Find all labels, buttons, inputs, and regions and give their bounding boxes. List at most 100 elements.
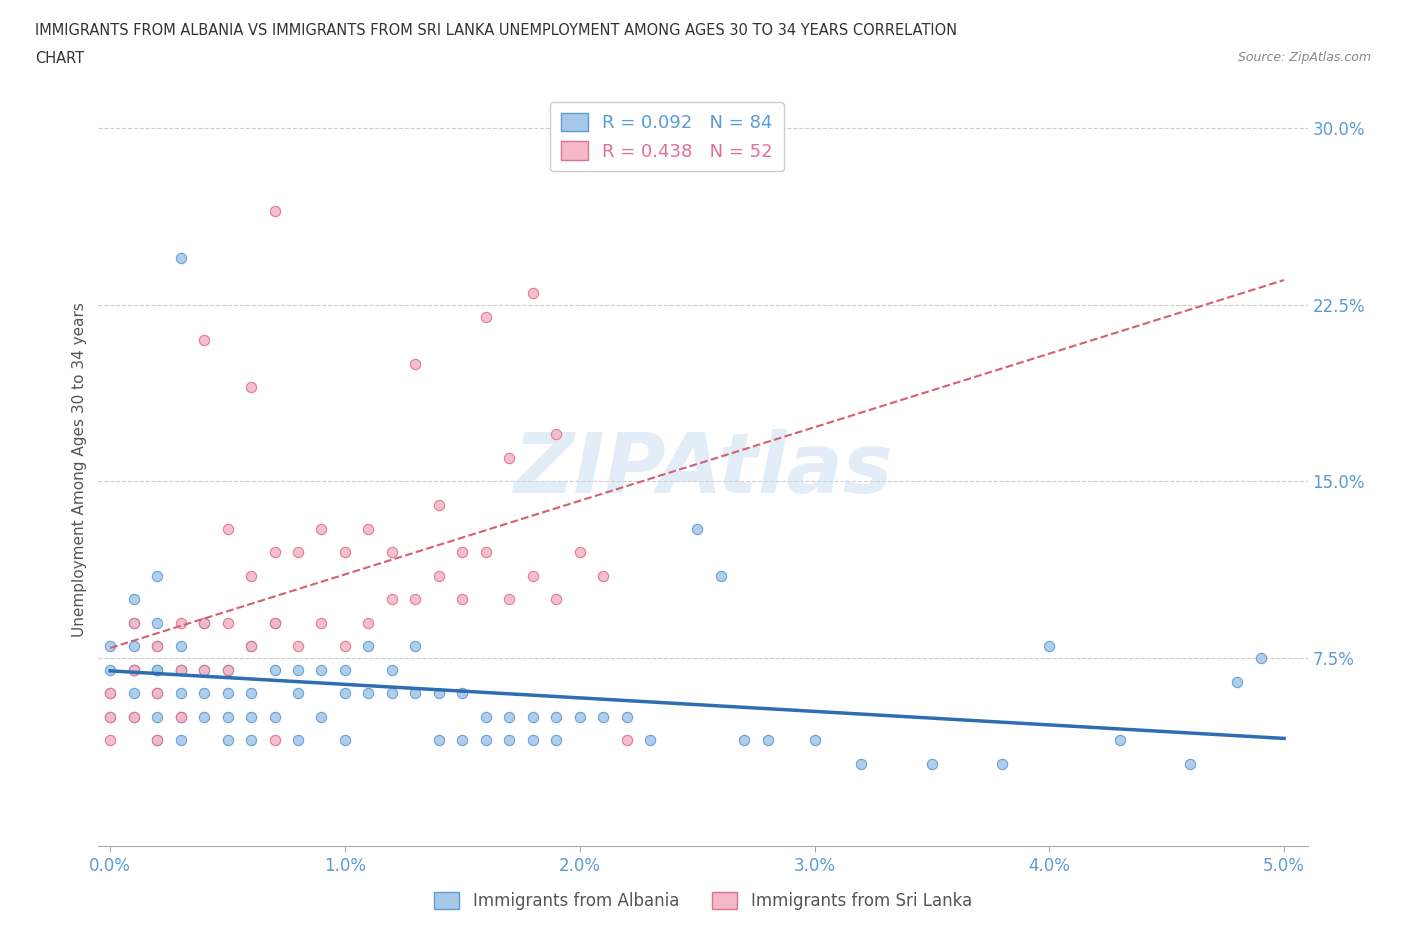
Point	[357, 685, 380, 700]
Point	[522, 733, 544, 748]
Point	[263, 616, 285, 631]
Point	[427, 685, 450, 700]
Point	[427, 498, 450, 512]
Point	[404, 639, 426, 654]
Point	[427, 733, 450, 748]
Point	[193, 333, 215, 348]
Point	[240, 379, 263, 394]
Text: IMMIGRANTS FROM ALBANIA VS IMMIGRANTS FROM SRI LANKA UNEMPLOYMENT AMONG AGES 30 : IMMIGRANTS FROM ALBANIA VS IMMIGRANTS FR…	[35, 23, 957, 38]
Point	[381, 545, 404, 560]
Point	[287, 662, 309, 677]
Point	[638, 733, 661, 748]
Point	[122, 591, 145, 606]
Point	[451, 591, 474, 606]
Point	[240, 639, 263, 654]
Point	[451, 733, 474, 748]
Point	[122, 685, 145, 700]
Point	[311, 662, 333, 677]
Point	[451, 545, 474, 560]
Point	[568, 710, 591, 724]
Point	[381, 662, 404, 677]
Point	[311, 616, 333, 631]
Point	[240, 568, 263, 583]
Point	[756, 733, 779, 748]
Y-axis label: Unemployment Among Ages 30 to 34 years: Unemployment Among Ages 30 to 34 years	[72, 302, 87, 637]
Point	[122, 710, 145, 724]
Point	[217, 710, 239, 724]
Point	[546, 733, 568, 748]
Point	[287, 639, 309, 654]
Text: ZIPAtlas: ZIPAtlas	[513, 429, 893, 511]
Point	[122, 662, 145, 677]
Point	[357, 639, 380, 654]
Point	[122, 639, 145, 654]
Point	[122, 662, 145, 677]
Point	[381, 591, 404, 606]
Point	[146, 733, 169, 748]
Point	[193, 710, 215, 724]
Point	[522, 568, 544, 583]
Point	[122, 662, 145, 677]
Point	[98, 639, 121, 654]
Point	[98, 685, 121, 700]
Point	[146, 685, 169, 700]
Point	[686, 521, 709, 536]
Point	[522, 710, 544, 724]
Point	[146, 568, 169, 583]
Point	[733, 733, 755, 748]
Point	[475, 710, 498, 724]
Point	[217, 685, 239, 700]
Point	[357, 616, 380, 631]
Text: Source: ZipAtlas.com: Source: ZipAtlas.com	[1237, 51, 1371, 64]
Point	[146, 710, 169, 724]
Point	[263, 545, 285, 560]
Point	[710, 568, 733, 583]
Point	[333, 733, 356, 748]
Point	[311, 521, 333, 536]
Point	[122, 710, 145, 724]
Point	[357, 521, 380, 536]
Point	[498, 733, 520, 748]
Point	[169, 616, 191, 631]
Point	[333, 662, 356, 677]
Point	[592, 568, 614, 583]
Point	[333, 685, 356, 700]
Point	[1108, 733, 1130, 748]
Point	[240, 685, 263, 700]
Point	[381, 685, 404, 700]
Legend: Immigrants from Albania, Immigrants from Sri Lanka: Immigrants from Albania, Immigrants from…	[427, 885, 979, 917]
Point	[240, 639, 263, 654]
Point	[498, 591, 520, 606]
Point	[1038, 639, 1060, 654]
Point	[287, 733, 309, 748]
Point	[616, 710, 638, 724]
Point	[98, 733, 121, 748]
Point	[193, 685, 215, 700]
Point	[122, 616, 145, 631]
Point	[193, 616, 215, 631]
Point	[193, 616, 215, 631]
Point	[263, 616, 285, 631]
Point	[263, 733, 285, 748]
Point	[146, 639, 169, 654]
Point	[287, 545, 309, 560]
Point	[616, 733, 638, 748]
Point	[169, 662, 191, 677]
Point	[991, 756, 1014, 771]
Point	[98, 662, 121, 677]
Legend: R = 0.092   N = 84, R = 0.438   N = 52: R = 0.092 N = 84, R = 0.438 N = 52	[550, 102, 783, 171]
Point	[98, 710, 121, 724]
Point	[193, 662, 215, 677]
Point	[1250, 651, 1272, 666]
Point	[498, 450, 520, 465]
Point	[546, 591, 568, 606]
Point	[169, 662, 191, 677]
Point	[404, 356, 426, 371]
Point	[146, 662, 169, 677]
Point	[240, 733, 263, 748]
Point	[217, 662, 239, 677]
Text: CHART: CHART	[35, 51, 84, 66]
Point	[851, 756, 873, 771]
Point	[475, 545, 498, 560]
Point	[169, 710, 191, 724]
